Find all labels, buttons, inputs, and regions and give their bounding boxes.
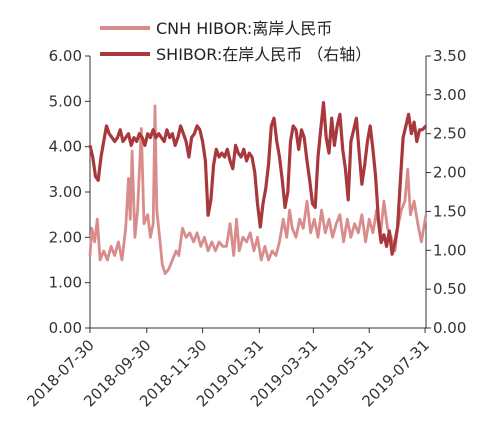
y-left-tick-label: 1.00 bbox=[49, 274, 82, 292]
series-line-cnh-hibor bbox=[88, 104, 428, 275]
y-right-tick-label: 0.00 bbox=[433, 319, 466, 337]
y-right-tick-label: 1.50 bbox=[433, 202, 466, 220]
y-right-tick-label: 2.50 bbox=[433, 125, 466, 143]
y-right-tick-label: 0.50 bbox=[433, 280, 466, 298]
axes: 0.00 1.00 2.00 3.00 4.00 5.00 6.00 0.00 0.50 1.00… bbox=[23, 47, 466, 410]
series-layer bbox=[88, 101, 428, 275]
y-left-tick-label: 4.00 bbox=[49, 138, 82, 156]
y-left-tick-label: 3.00 bbox=[49, 183, 82, 201]
y-left-tick-label: 6.00 bbox=[49, 47, 82, 65]
legend: CNH HIBOR:离岸人民币 SHIBOR:在岸人民币 （右轴） bbox=[100, 19, 371, 64]
y-left-tick-label: 0.00 bbox=[49, 319, 82, 337]
series-line-shibor bbox=[88, 101, 428, 256]
y-right-tick-label: 2.00 bbox=[433, 164, 466, 182]
y-right-tick-label: 3.50 bbox=[433, 47, 466, 65]
legend-label-shibor: SHIBOR:在岸人民币 （右轴） bbox=[156, 45, 371, 64]
y-right-tick-label: 1.00 bbox=[433, 241, 466, 259]
y-right-tick-label: 3.00 bbox=[433, 86, 466, 104]
legend-label-cnh-hibor: CNH HIBOR:离岸人民币 bbox=[156, 19, 332, 38]
y-left-tick-label: 5.00 bbox=[49, 92, 82, 110]
y-left-tick-label: 2.00 bbox=[49, 228, 82, 246]
